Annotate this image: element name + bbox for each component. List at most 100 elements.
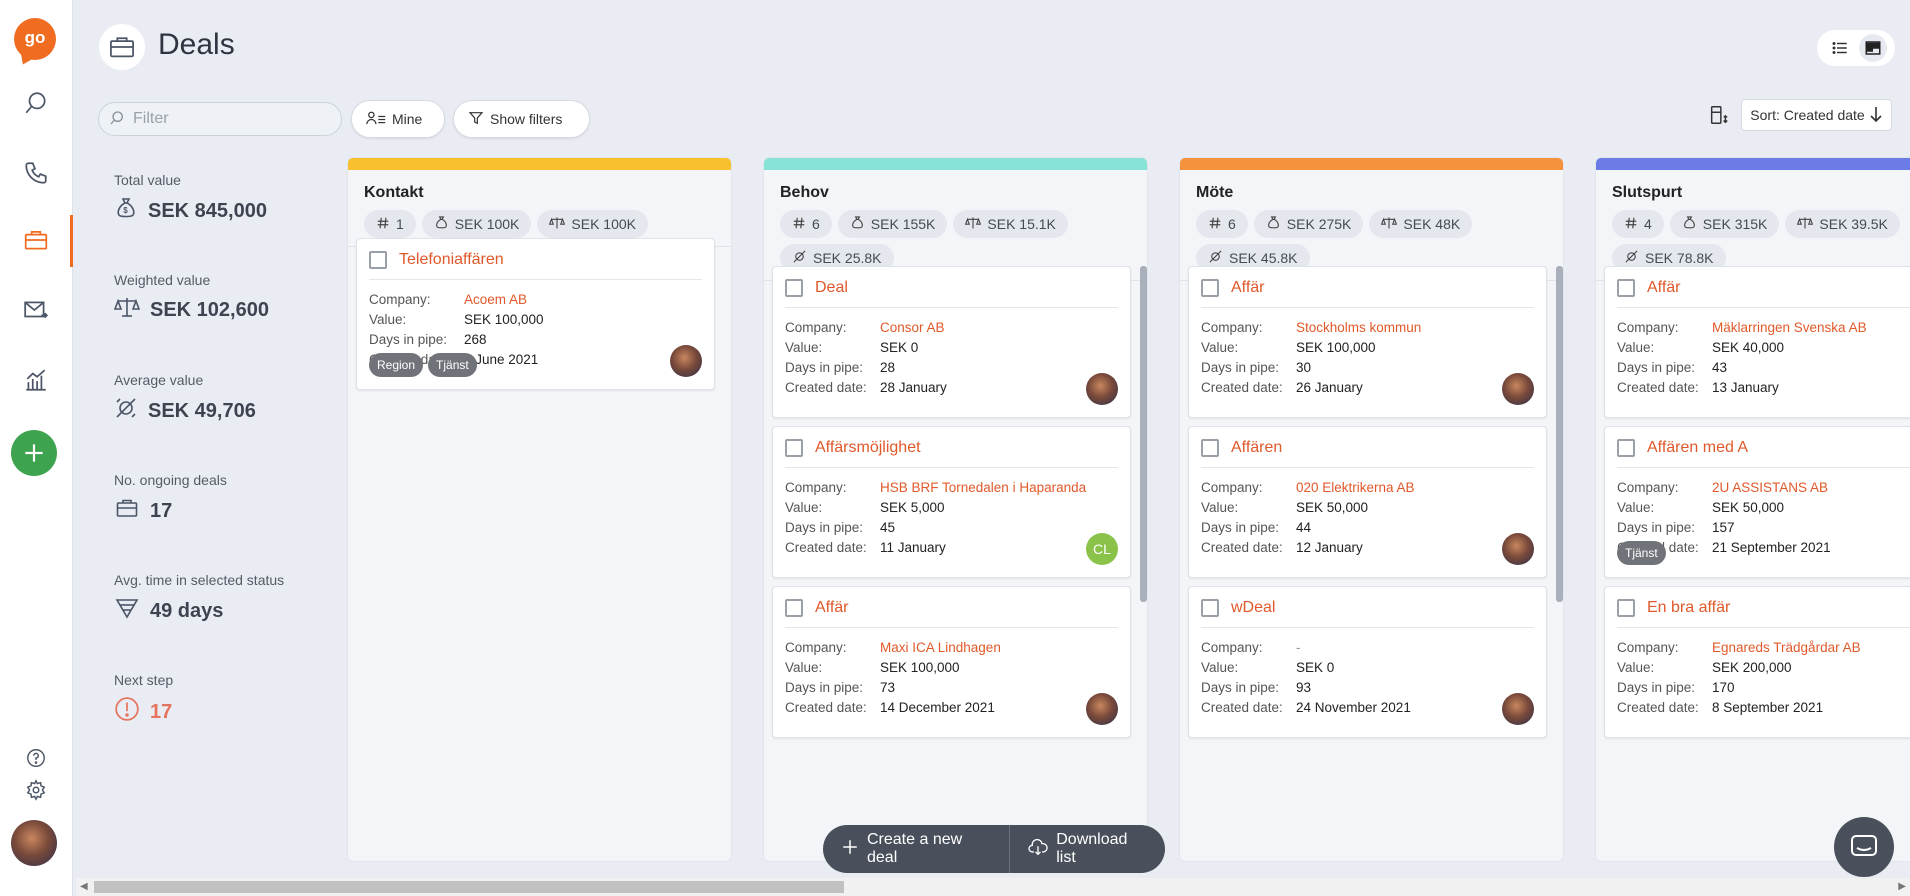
sort-settings-icon[interactable] [1708,104,1730,129]
owner-avatar[interactable]: CL [1086,533,1118,565]
search-icon[interactable] [18,85,54,121]
board-view-icon[interactable] [1858,34,1887,62]
briefcase-icon[interactable] [18,222,54,258]
create-deal-button[interactable]: Create a new deal [823,825,1009,873]
owner-avatar[interactable] [1086,373,1118,405]
deal-checkbox[interactable] [1617,439,1635,457]
deal-fields: Company: 2U ASSISTANS AB Value: SEK 50,000 D… [1617,480,1910,555]
deal-name-link[interactable]: Telefoniaffären [399,251,504,268]
phone-icon[interactable] [18,155,54,191]
deal-checkbox[interactable] [1201,439,1219,457]
deal-checkbox[interactable] [785,279,803,297]
field-company[interactable]: Maxi ICA Lindhagen [880,640,1001,655]
chip-value: SEK 100K [571,216,637,232]
deal-card[interactable]: Telefoniaffären Company: Acoem AB Value: SEK… [356,238,715,390]
chip-value: SEK 48K [1403,216,1461,232]
average-icon [792,249,807,267]
scale-icon [113,296,141,324]
settings-icon[interactable] [18,772,54,808]
deal-card[interactable]: Affär Company: Stockholms kommun Value: SEK … [1188,266,1547,418]
money-bag-icon [1682,215,1697,233]
chip-value: 6 [1228,216,1236,232]
deal-card[interactable]: Deal Company: Consor AB Value: SEK 0 Days in … [772,266,1131,418]
column-scrollbar[interactable] [1556,266,1563,602]
column-stat-chip: SEK 155K [837,210,948,238]
field-company[interactable]: 2U ASSISTANS AB [1712,480,1829,495]
deal-checkbox[interactable] [785,439,803,457]
scrollbar-thumb[interactable] [94,881,844,893]
deal-name-link[interactable]: Deal [815,279,848,296]
deal-card-header: Deal [785,279,1118,308]
tag-badge: Tjänst [428,353,477,377]
deal-fields: Company: Consor AB Value: SEK 0 Days in pipe… [785,320,1118,395]
owner-avatar[interactable] [1502,533,1534,565]
deal-card[interactable]: Affären med A Company: 2U ASSISTANS AB Valu… [1604,426,1910,578]
owner-avatar[interactable] [1086,693,1118,725]
field-company[interactable]: Mäklarringen Svenska AB [1712,320,1867,335]
user-avatar[interactable] [11,820,57,866]
help-icon[interactable] [18,740,54,776]
deal-name-link[interactable]: Affär [1231,279,1265,296]
list-view-icon[interactable] [1826,34,1854,62]
scroll-left-icon[interactable]: ◀ [80,881,88,892]
chart-icon[interactable] [18,362,54,398]
deal-card[interactable]: wDeal Company: - Value: SEK 0 Days in pipe: 93… [1188,586,1547,738]
deal-card[interactable]: Affärsmöjlighet Company: HSB BRF Tornedale… [772,426,1131,578]
deal-card-header: Affären med A [1617,439,1910,468]
column-scrollbar[interactable] [1140,266,1147,602]
field-created: 24 November 2021 [1296,700,1411,715]
deal-name-link[interactable]: Affär [1647,279,1681,296]
deal-checkbox[interactable] [1617,279,1635,297]
field-company[interactable]: 020 Elektrikerna AB [1296,480,1415,495]
deal-name-link[interactable]: Affären [1231,439,1283,456]
show-filters-label: Show filters [490,111,563,127]
owner-avatar[interactable] [670,345,702,377]
chip-value: SEK 39.5K [1819,216,1888,232]
deal-fields: Company: Maxi ICA Lindhagen Value: SEK 100,… [785,640,1118,715]
mine-button[interactable]: Mine [351,100,445,138]
download-list-button[interactable]: Download list [1010,825,1165,873]
field-days: 30 [1296,360,1312,375]
deal-card[interactable]: En bra affär Company: Egnareds Trädgårdar … [1604,586,1910,738]
deal-checkbox[interactable] [1201,279,1219,297]
field-company[interactable]: HSB BRF Tornedalen i Haparanda [880,480,1087,495]
deal-card-header: Affärsmöjlighet [785,439,1118,468]
column-header: Kontakt 1 SEK 100K SEK 100K [348,170,731,247]
view-toggle [1817,30,1895,66]
money-bag-icon [1266,215,1281,233]
mine-label: Mine [392,111,423,127]
deal-checkbox[interactable] [785,599,803,617]
deal-name-link[interactable]: En bra affär [1647,599,1731,616]
deal-name-link[interactable]: Affären med A [1647,439,1749,456]
sort-dropdown[interactable]: Sort: Created date [1741,99,1892,131]
chat-icon[interactable] [1834,817,1894,877]
deal-checkbox[interactable] [1201,599,1219,617]
field-company[interactable]: Acoem AB [464,292,528,307]
deal-checkbox[interactable] [369,251,387,269]
deal-checkbox[interactable] [1617,599,1635,617]
deal-name-link[interactable]: Affärsmöjlighet [815,439,921,456]
field-company[interactable]: Stockholms kommun [1296,320,1422,335]
bottom-action-bar: Create a new deal Download list [823,825,1165,873]
owner-avatar[interactable] [1502,373,1534,405]
field-company[interactable]: Consor AB [880,320,945,335]
field-company[interactable]: Egnareds Trädgårdar AB [1712,640,1861,655]
owner-avatar[interactable] [1502,693,1534,725]
deal-card[interactable]: Affär Company: Maxi ICA Lindhagen Value: SEK… [772,586,1131,738]
scroll-right-icon[interactable]: ▶ [1898,881,1906,892]
mail-icon[interactable] [18,292,54,328]
column-title: Behov [780,184,829,201]
plus-icon[interactable] [11,430,57,476]
deal-card[interactable]: Affären Company: 020 Elektrikerna AB Value:… [1188,426,1547,578]
scale-icon [965,216,982,233]
deal-name-link[interactable]: wDeal [1231,599,1276,616]
deal-card[interactable]: Affär Company: Mäklarringen Svenska AB Valu… [1604,266,1910,418]
deal-tags: Region Tjänst [369,353,477,377]
filter-input[interactable] [133,110,323,128]
deal-card-header: Affär [785,599,1118,628]
app-logo[interactable]: go [14,18,56,60]
show-filters-button[interactable]: Show filters [453,100,590,138]
deal-name-link[interactable]: Affär [815,599,849,616]
chip-value: SEK 25.8K [813,250,882,266]
horizontal-scrollbar[interactable]: ◀ ▶ [76,878,1910,896]
